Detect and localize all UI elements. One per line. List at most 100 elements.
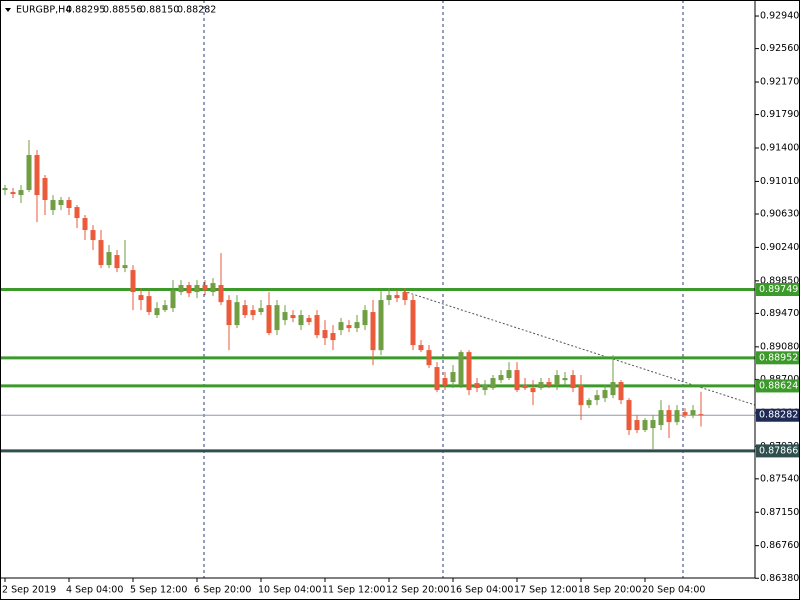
candle-body xyxy=(218,285,224,303)
level-label-box xyxy=(756,283,799,297)
y-tick-label: 0.91790 xyxy=(760,109,799,120)
candle-body xyxy=(18,190,24,196)
x-tick-label: 16 Sep 04:00 xyxy=(450,585,513,596)
candle-body xyxy=(362,310,368,326)
candle-body xyxy=(346,325,352,329)
candle-body xyxy=(146,296,152,313)
candle-body xyxy=(34,155,40,196)
candle-body xyxy=(658,410,664,426)
plot-area xyxy=(0,0,756,578)
header-high: 0.88556 xyxy=(103,5,142,16)
candle-body xyxy=(650,420,656,429)
candle-body xyxy=(122,265,128,269)
candle-body xyxy=(554,375,560,386)
candle-body xyxy=(186,285,192,294)
y-tick-label: 0.90240 xyxy=(760,242,799,253)
candle-body xyxy=(322,330,328,339)
header-open: 0.88295 xyxy=(66,5,105,16)
x-tick-label: 18 Sep 20:00 xyxy=(578,585,641,596)
x-tick-label: 4 Sep 04:00 xyxy=(66,585,123,596)
candle-body xyxy=(594,395,600,401)
candle-body xyxy=(466,352,472,391)
candle-body xyxy=(522,385,528,389)
x-tick-label: 17 Sep 12:00 xyxy=(514,585,577,596)
candle-body xyxy=(170,290,176,309)
y-tick-label: 0.88700 xyxy=(760,374,799,385)
candle-body xyxy=(26,155,32,191)
candle-body xyxy=(250,310,256,316)
candle-body xyxy=(530,388,536,393)
candle-body xyxy=(266,305,272,334)
candle-body xyxy=(506,370,512,379)
candle-body xyxy=(98,240,104,266)
symbol-title: EURGBP,H4 xyxy=(16,5,71,16)
level-label: 0.88624 xyxy=(759,380,798,391)
x-tick-label: 20 Sep 04:00 xyxy=(642,585,705,596)
candle-body xyxy=(514,370,520,391)
candle-body xyxy=(194,285,200,293)
candle-body xyxy=(386,295,392,301)
x-tick-label: 12 Sep 20:00 xyxy=(386,585,449,596)
candle-body xyxy=(498,375,504,381)
candle-body xyxy=(2,188,8,191)
candle-body xyxy=(570,375,576,389)
candle-body xyxy=(578,385,584,406)
candle-body xyxy=(442,378,448,386)
candle-body xyxy=(698,414,704,416)
candle-body xyxy=(370,312,376,351)
level-label: 0.89749 xyxy=(759,284,798,295)
candle-body xyxy=(114,255,120,269)
candle-body xyxy=(154,308,160,316)
candle-body xyxy=(602,390,608,399)
candle-body xyxy=(202,285,208,291)
candle-body xyxy=(618,382,624,401)
header-low: 0.88150 xyxy=(140,5,179,16)
candle-body xyxy=(538,382,544,389)
candle-body xyxy=(10,192,16,195)
y-tick-label: 0.90630 xyxy=(760,209,799,220)
level-label: 0.87866 xyxy=(759,445,798,456)
candle-body xyxy=(178,285,184,293)
header-close: 0.88282 xyxy=(177,5,216,16)
candle-body xyxy=(394,295,400,299)
candle-body xyxy=(426,350,432,366)
candle-body xyxy=(666,410,672,423)
symbol-menu-icon[interactable] xyxy=(5,8,11,12)
y-tick-label: 0.92170 xyxy=(760,77,799,88)
level-label: 0.88952 xyxy=(759,352,798,363)
candle-body xyxy=(330,333,336,341)
y-tick-label: 0.89080 xyxy=(760,341,799,352)
candle-body xyxy=(106,252,112,266)
candle-body xyxy=(226,300,232,326)
candle-body xyxy=(58,200,64,206)
y-tick-label: 0.92560 xyxy=(760,43,799,54)
candle-body xyxy=(642,420,648,431)
y-tick-label: 0.91010 xyxy=(760,176,799,187)
candle-body xyxy=(546,382,552,386)
x-tick-label: 11 Sep 12:00 xyxy=(322,585,385,596)
candle-body xyxy=(378,300,384,351)
y-tick-label: 0.86760 xyxy=(760,540,799,551)
candle-body xyxy=(354,322,360,329)
y-tick-label: 0.89470 xyxy=(760,308,799,319)
level-lines xyxy=(0,288,755,453)
candle-body xyxy=(626,400,632,431)
level-label-box xyxy=(756,351,799,365)
candle-body xyxy=(682,412,688,416)
candle-body xyxy=(474,383,480,389)
y-tick-label: 0.91400 xyxy=(760,143,799,154)
candle-body xyxy=(258,308,264,313)
candle-body xyxy=(434,367,440,391)
candle-body xyxy=(586,400,592,406)
x-tick-label: 6 Sep 20:00 xyxy=(194,585,251,596)
candle-body xyxy=(610,382,616,396)
candle-body xyxy=(402,292,408,301)
candle-body xyxy=(482,385,488,391)
y-tick-label: 0.92940 xyxy=(760,11,799,22)
y-tick-label: 0.87150 xyxy=(760,507,799,518)
candle-body xyxy=(42,178,48,201)
candle-body xyxy=(690,410,696,416)
